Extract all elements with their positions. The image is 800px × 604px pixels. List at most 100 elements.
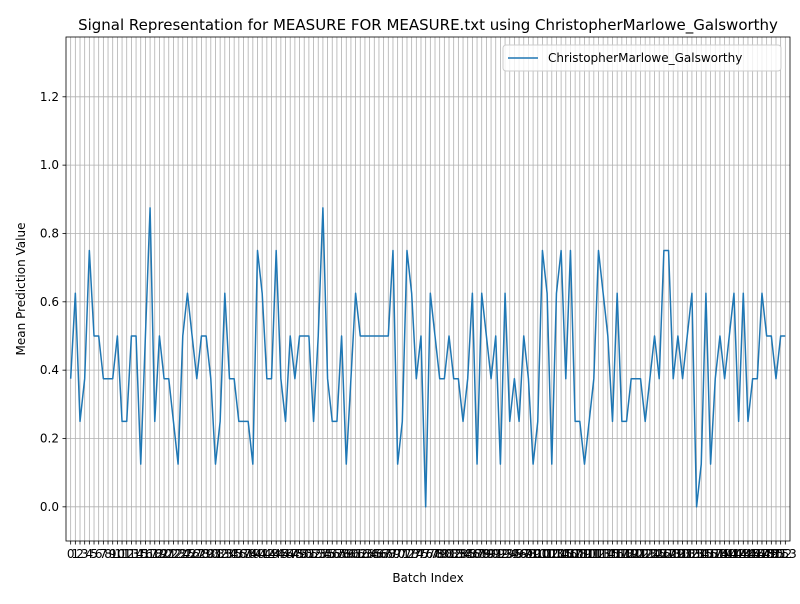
y-tick-label: 0.6 — [40, 295, 59, 309]
x-tick-label: 136 — [694, 547, 717, 561]
x-tick-label: 44 — [269, 547, 284, 561]
x-tick-label: 77 — [423, 547, 438, 561]
x-tick-label: 153 — [774, 547, 797, 561]
series-line — [69, 207, 786, 508]
x-tick-label: 103 — [540, 547, 563, 561]
y-axis-ticks: 0.0 0.2 0.4 0.6 0.8 1.0 1.2 — [40, 90, 66, 514]
x-tick-label: 40 — [250, 547, 265, 561]
x-tick-label: 126 — [648, 547, 671, 561]
x-tick-label: 70 — [390, 547, 405, 561]
x-tick-label: 63 — [357, 547, 372, 561]
x-tick-label: 97 — [516, 547, 531, 561]
x-tick-label: 35 — [227, 547, 242, 561]
x-tick-label: 117 — [606, 547, 629, 561]
x-tick-label: 8 — [104, 547, 112, 561]
y-axis-label: Mean Prediction Value — [14, 223, 28, 356]
x-tick-label: 54 — [315, 547, 330, 561]
x-tick-label: 139 — [708, 547, 731, 561]
x-tick-label: 128 — [657, 547, 680, 561]
x-tick-label: 73 — [404, 547, 419, 561]
x-tick-label: 74 — [409, 547, 424, 561]
x-tick-label: 24 — [175, 547, 190, 561]
x-tick-label: 53 — [311, 547, 326, 561]
x-tick-label: 87 — [469, 547, 484, 561]
x-tick-label: 71 — [395, 547, 410, 561]
x-tick-label: 99 — [525, 547, 540, 561]
x-tick-label: 114 — [592, 547, 615, 561]
x-tick-label: 140 — [713, 547, 736, 561]
x-gridlines — [70, 37, 786, 541]
x-tick-label: 29 — [198, 547, 213, 561]
x-tick-label: 107 — [559, 547, 582, 561]
x-tick-label: 36 — [231, 547, 246, 561]
x-tick-label: 23 — [170, 547, 185, 561]
x-tick-label: 62 — [353, 547, 368, 561]
x-tick-label: 66 — [371, 547, 386, 561]
x-tick-label: 4 — [86, 547, 94, 561]
x-tick-label: 25 — [180, 547, 195, 561]
x-tick-label: 61 — [348, 547, 363, 561]
x-tick-label: 129 — [662, 547, 685, 561]
x-tick-label: 90 — [483, 547, 498, 561]
x-tick-label: 110 — [573, 547, 596, 561]
x-tick-label: 89 — [479, 547, 494, 561]
y-tick-label: 1.0 — [40, 158, 59, 172]
x-tick-label: 123 — [634, 547, 657, 561]
y-tick-label: 0.0 — [40, 500, 59, 514]
x-tick-label: 68 — [381, 547, 396, 561]
x-tick-label: 7 — [100, 547, 108, 561]
x-tick-label: 28 — [194, 547, 209, 561]
x-tick-label: 16 — [138, 547, 153, 561]
x-tick-label: 38 — [241, 547, 256, 561]
x-tick-label: 130 — [666, 547, 689, 561]
x-tick-label: 21 — [161, 547, 176, 561]
y-tick-label: 0.8 — [40, 226, 59, 240]
x-tick-label: 119 — [615, 547, 638, 561]
x-tick-label: 17 — [142, 547, 157, 561]
x-tick-label: 144 — [732, 547, 755, 561]
x-tick-label: 91 — [488, 547, 503, 561]
x-tick-label: 132 — [676, 547, 699, 561]
x-tick-label: 31 — [208, 547, 223, 561]
x-tick-label: 137 — [699, 547, 722, 561]
x-tick-label: 108 — [564, 547, 587, 561]
legend: ChristopherMarlowe_Galsworthy — [502, 44, 782, 72]
x-tick-label: 11 — [114, 547, 129, 561]
x-tick-label: 138 — [704, 547, 727, 561]
x-tick-label: 81 — [441, 547, 456, 561]
x-tick-label: 47 — [283, 547, 298, 561]
x-tick-label: 105 — [550, 547, 573, 561]
x-tick-label: 115 — [596, 547, 619, 561]
x-tick-label: 104 — [545, 547, 568, 561]
x-tick-label: 152 — [769, 547, 792, 561]
x-tick-label: 92 — [493, 547, 508, 561]
x-tick-label: 58 — [334, 547, 349, 561]
x-tick-label: 10 — [110, 547, 125, 561]
x-tick-label: 0 — [67, 547, 75, 561]
series-layer — [69, 207, 786, 508]
x-tick-label: 150 — [760, 547, 783, 561]
x-tick-label: 113 — [587, 547, 610, 561]
x-tick-label: 39 — [245, 547, 260, 561]
x-tick-label: 50 — [297, 547, 312, 561]
x-tick-label: 131 — [671, 547, 694, 561]
x-tick-label: 42 — [259, 547, 274, 561]
x-tick-label: 147 — [746, 547, 769, 561]
x-tick-label: 149 — [755, 547, 778, 561]
x-tick-label: 88 — [474, 547, 489, 561]
x-tick-label: 27 — [189, 547, 204, 561]
x-tick-label: 96 — [511, 547, 526, 561]
x-tick-label: 122 — [629, 547, 652, 561]
x-tick-label: 64 — [362, 547, 377, 561]
x-tick-label: 67 — [376, 547, 391, 561]
x-tick-label: 14 — [128, 547, 143, 561]
x-tick-label: 51 — [301, 547, 316, 561]
x-tick-label: 56 — [325, 547, 340, 561]
x-tick-label: 148 — [751, 547, 774, 561]
x-tick-label: 48 — [287, 547, 302, 561]
x-tick-label: 85 — [460, 547, 475, 561]
x-tick-label: 6 — [95, 547, 103, 561]
x-tick-label: 151 — [765, 547, 788, 561]
x-tick-label: 15 — [133, 547, 148, 561]
x-tick-label: 106 — [554, 547, 577, 561]
